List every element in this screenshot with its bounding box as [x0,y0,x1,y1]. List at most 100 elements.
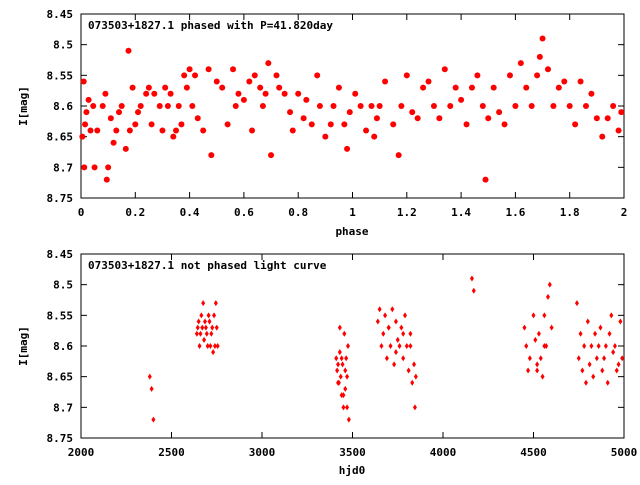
data-point [205,343,210,349]
x-tick-group: 2000 2500 3000 3500 4000 4500 5000 [68,254,638,459]
data-point [135,109,142,116]
data-point [490,84,497,91]
chart-title: 073503+1827.1 phased with P=41.820day [88,19,333,32]
data-point [611,349,616,356]
data-point [582,343,587,349]
data-point [352,90,359,97]
x-tick-label: 4000 [430,446,457,459]
data-point [614,367,619,374]
data-point [474,72,481,79]
data-point [85,96,92,103]
data-point [337,349,342,356]
data-point [408,343,413,349]
data-point [376,103,383,109]
data-point [201,300,206,307]
data-point [207,318,212,325]
data-point [151,90,158,97]
data-point [485,115,492,122]
data-point [403,72,410,79]
data-point [425,78,432,85]
data-point [342,330,347,337]
data-point [249,127,256,134]
y-tick-label: 8.55 [47,69,74,82]
data-point [593,115,600,122]
data-point [143,90,150,97]
data-point [107,115,114,122]
data-point [175,103,182,109]
data-point [83,109,90,116]
data-point [406,367,411,374]
data-point [99,103,106,109]
data-point [596,343,601,349]
data-point [189,103,196,109]
data-point [116,109,123,116]
data-point [200,324,205,331]
data-point [588,90,595,97]
data-point [149,385,154,392]
data-point [436,115,443,122]
data-point [287,109,294,116]
data-point [151,416,156,423]
data-points [147,275,625,423]
x-tick-label: 5000 [611,446,638,459]
data-point [542,343,547,349]
data-point [390,306,395,313]
data-point [409,109,416,116]
data-point [578,330,583,337]
data-point [337,324,342,331]
data-point [346,416,351,423]
data-point [338,373,343,380]
data-point [447,103,454,109]
data-point [482,176,489,183]
data-point [593,330,598,337]
data-point [594,355,599,362]
data-point [340,361,345,368]
data-point [615,127,622,134]
x-axis-label: phase [335,225,368,238]
x-tick-label: 1 [349,206,356,219]
data-point [110,139,117,146]
data-point [276,84,283,91]
x-tick-label: 1.6 [505,206,525,219]
data-point [230,66,237,73]
data-point [212,343,217,349]
data-point [547,281,552,288]
data-point [194,330,199,337]
chart-title: 073503+1827.1 not phased light curve [88,259,327,272]
data-point [604,115,611,122]
data-point [211,349,216,356]
x-tick-label: 1.4 [451,206,471,219]
data-point [335,84,342,91]
data-point [401,355,406,362]
data-point [452,84,459,91]
data-point [132,121,139,128]
data-point [528,103,535,109]
data-point [214,324,219,331]
data-point [412,361,417,368]
data-point [210,324,215,331]
x-tick-label: 2 [621,206,628,219]
data-point [580,367,585,374]
data-point [203,324,208,331]
y-tick-label: 8.65 [47,131,74,144]
data-point [219,84,226,91]
y-tick-label: 8.75 [47,432,74,445]
data-point [539,35,546,42]
data-point [196,318,201,325]
data-point [540,373,545,380]
data-point [199,312,204,319]
data-point [113,127,120,134]
data-point [341,404,346,411]
x-tick-label: 0 [78,206,85,219]
data-point [343,367,348,374]
data-point [205,66,212,73]
data-point [289,127,296,134]
data-point [404,343,409,349]
data-point [607,330,612,337]
data-point [523,84,530,91]
data-point [582,103,589,109]
y-tick-label: 8.7 [53,161,73,174]
data-point [213,300,218,307]
unphased-light-curve-panel: 8.45 8.5 8.55 8.6 8.65 8.7 8.75 2000 2500 3000 35… [17,248,637,477]
